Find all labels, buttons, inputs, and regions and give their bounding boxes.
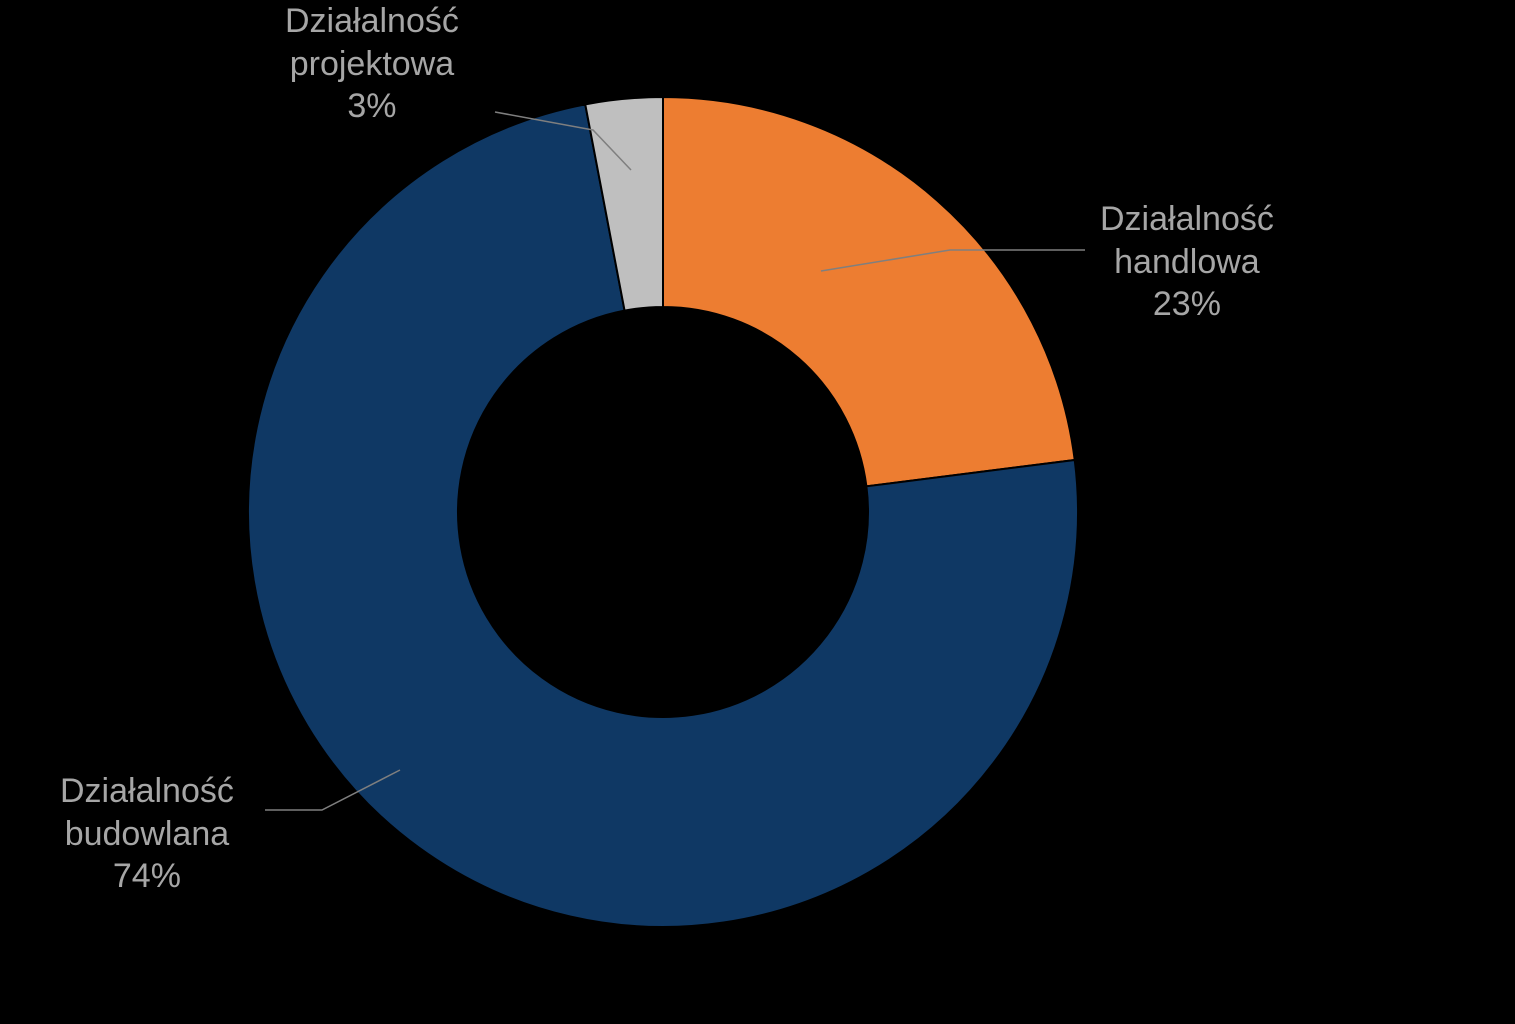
label-budowlana: Działalność budowlana 74% (60, 770, 234, 898)
label-projektowa: Działalność projektowa 3% (285, 0, 459, 128)
slice-handlowa (663, 97, 1075, 486)
donut-chart: Działalność handlowa 23% Działalność budo… (0, 0, 1515, 1024)
label-handlowa: Działalność handlowa 23% (1100, 198, 1274, 326)
